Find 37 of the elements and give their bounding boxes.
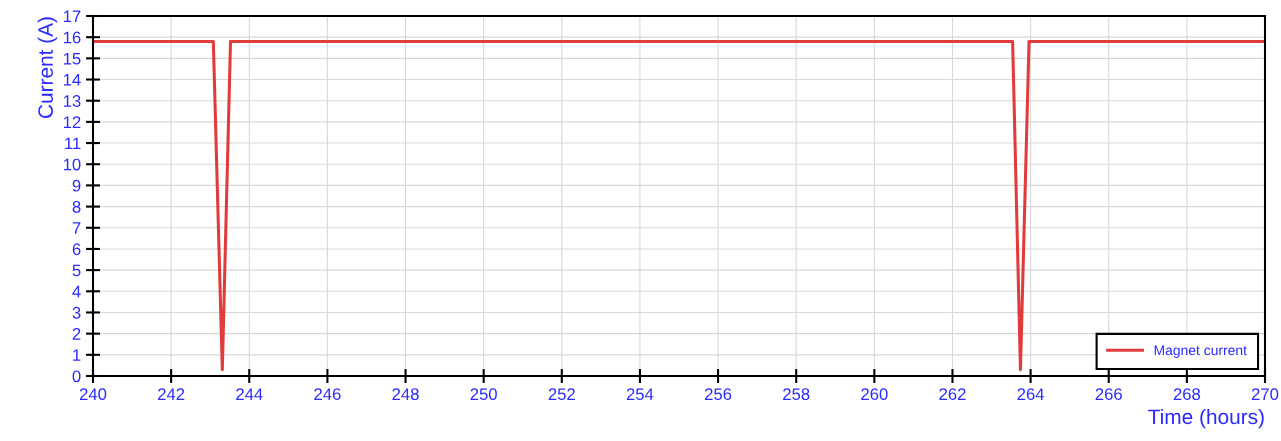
y-tick-label: 5 xyxy=(72,264,81,277)
y-tick-label: 2 xyxy=(72,328,81,340)
x-tick-label: 242 xyxy=(158,388,185,400)
y-tick-label: 8 xyxy=(72,200,81,213)
x-tick-label: 248 xyxy=(392,388,419,401)
x-tick-label: 258 xyxy=(783,388,810,401)
x-tick-label: 270 xyxy=(1251,388,1279,401)
y-tick-label: 9 xyxy=(72,179,81,192)
y-tick-label: 1 xyxy=(73,349,81,361)
x-tick-label: 262 xyxy=(939,388,966,401)
y-tick-label: 15 xyxy=(63,52,81,65)
y-tick-label: 14 xyxy=(63,74,81,86)
legend-label: Magnet current xyxy=(1154,345,1247,358)
x-tick-label: 254 xyxy=(626,388,654,401)
x-tick-label: 244 xyxy=(236,388,263,400)
x-axis-title: Time (hours) xyxy=(1148,408,1264,429)
x-tick-label: 246 xyxy=(314,388,341,401)
y-tick-label: 16 xyxy=(63,31,81,44)
y-tick-label: 6 xyxy=(72,243,81,256)
y-axis-title: Current (A) xyxy=(37,17,58,118)
x-tick-label: 240 xyxy=(79,388,107,401)
y-tick-label: 13 xyxy=(63,95,81,107)
x-tick-label: 256 xyxy=(705,388,732,401)
y-tick-label: 0 xyxy=(72,370,81,383)
x-tick-label: 268 xyxy=(1173,388,1201,401)
y-tick-label: 7 xyxy=(72,222,81,234)
x-tick-label: 264 xyxy=(1017,388,1045,401)
x-tick-label: 252 xyxy=(548,388,575,401)
y-tick-label: 12 xyxy=(63,116,81,128)
y-tick-label: 10 xyxy=(63,158,81,171)
y-tick-label: 11 xyxy=(65,137,81,150)
y-tick-label: 17 xyxy=(63,10,81,23)
y-tick-label: 3 xyxy=(72,306,81,319)
x-tick-label: 260 xyxy=(861,388,888,401)
x-tick-label: 250 xyxy=(470,388,497,401)
y-tick-label: 4 xyxy=(72,285,81,298)
x-tick-label: 266 xyxy=(1095,388,1122,401)
